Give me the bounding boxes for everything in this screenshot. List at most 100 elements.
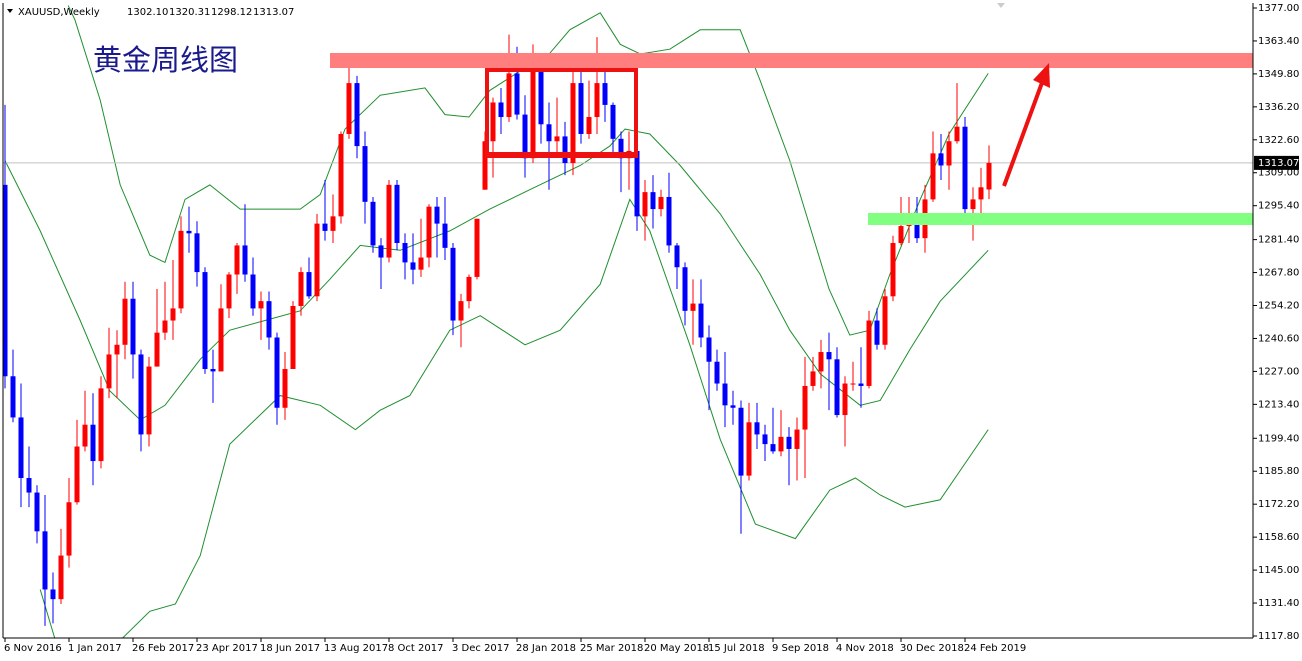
- candle-body: [218, 308, 224, 372]
- candle-body: [938, 153, 944, 166]
- candle-body: [130, 298, 136, 355]
- candle-body: [562, 136, 568, 164]
- candle-body: [258, 301, 264, 309]
- y-tick-label: 1267.80: [1258, 268, 1299, 279]
- x-tick-label: 25 Mar 2018: [580, 643, 643, 654]
- candle-body: [34, 492, 40, 532]
- candle-body: [954, 126, 960, 142]
- header-close: 1313.07: [253, 7, 294, 18]
- candle-body: [882, 296, 888, 345]
- candle-body: [810, 371, 816, 386]
- candle-body: [818, 352, 824, 372]
- x-tick-label: 28 Jan 2018: [516, 643, 576, 654]
- candle-body: [770, 444, 776, 452]
- y-tick-label: 1281.40: [1258, 235, 1299, 246]
- x-tick-label: 20 May 2018: [644, 643, 709, 654]
- candle-body: [458, 301, 464, 321]
- candle-body: [642, 192, 648, 217]
- candle-body: [962, 126, 968, 210]
- candle-body: [146, 366, 152, 435]
- candle-body: [442, 223, 448, 248]
- arrow-shaft: [1002, 79, 1045, 187]
- y-tick-label: 1145.00: [1258, 565, 1299, 576]
- candle-body: [778, 436, 784, 452]
- candle-body: [946, 141, 952, 166]
- candle-body: [354, 83, 360, 147]
- candle-body: [970, 199, 976, 210]
- candle-body: [722, 383, 728, 406]
- candle-body: [298, 272, 304, 306]
- candle-body: [858, 383, 864, 386]
- y-tick-label: 1240.60: [1258, 333, 1299, 344]
- candle-body: [282, 368, 288, 408]
- candle-body: [314, 223, 320, 297]
- candle-body: [402, 243, 408, 263]
- chart-title: 黄金周线图: [93, 43, 238, 77]
- candle-body: [2, 184, 8, 377]
- candle-body: [538, 58, 544, 125]
- candle-body: [338, 133, 344, 217]
- candle-body: [490, 102, 496, 142]
- candle-body: [570, 83, 576, 164]
- candle-body: [58, 555, 64, 600]
- candle-body: [226, 274, 232, 309]
- x-tick-label: 4 Nov 2018: [836, 643, 894, 654]
- candle-body: [762, 434, 768, 445]
- bollinger-lower: [39, 198, 989, 641]
- y-tick-label: 1213.40: [1258, 399, 1299, 410]
- candle-body: [426, 206, 432, 258]
- y-tick-label: 1336.20: [1258, 102, 1299, 113]
- candle-body: [706, 337, 712, 362]
- candle-body: [162, 320, 168, 333]
- candle-body: [10, 376, 16, 418]
- price-tag: [1254, 155, 1299, 170]
- x-tick-label: 6 Nov 2016: [4, 643, 62, 654]
- candle-body: [586, 117, 592, 134]
- candle-body: [834, 359, 840, 416]
- header-open: 1302.10: [127, 7, 168, 18]
- candle-body: [106, 354, 112, 389]
- candle-body: [362, 146, 368, 202]
- candle-body: [266, 301, 272, 338]
- candle-body: [202, 272, 208, 369]
- candle-body: [554, 136, 560, 142]
- candle-body: [506, 73, 512, 118]
- y-tick-label: 1377.00: [1258, 3, 1299, 14]
- candle-body: [978, 187, 984, 200]
- candle-body: [66, 502, 72, 556]
- y-tick-label: 1363.40: [1258, 36, 1299, 47]
- candle-body: [482, 141, 488, 190]
- x-tick-label: 13 Aug 2017: [324, 643, 388, 654]
- arrow-head: [1033, 63, 1050, 88]
- price-tag-label: 1313.07: [1258, 158, 1299, 169]
- candle-body: [170, 308, 176, 321]
- y-tick-label: 1158.60: [1258, 532, 1299, 543]
- candle-body: [546, 124, 552, 142]
- y-tick-label: 1185.80: [1258, 466, 1299, 477]
- y-tick-label: 1227.00: [1258, 366, 1299, 377]
- y-tick-label: 1295.40: [1258, 201, 1299, 212]
- axis-background: [1253, 0, 1302, 661]
- candle-body: [594, 83, 600, 118]
- menu-triangle[interactable]: [7, 9, 13, 13]
- candle-body: [890, 243, 896, 297]
- x-tick-label: 8 Oct 2017: [388, 643, 443, 654]
- y-tick-label: 1349.80: [1258, 69, 1299, 80]
- candle-body: [234, 245, 240, 275]
- x-tick-label: 18 Jun 2017: [260, 643, 320, 654]
- candle-body: [898, 226, 904, 244]
- candle-body: [826, 352, 832, 360]
- candle-body: [410, 262, 416, 270]
- candle-body: [754, 422, 760, 435]
- y-tick-label: 1322.60: [1258, 135, 1299, 146]
- candle-body: [930, 153, 936, 200]
- candle-body: [98, 388, 104, 462]
- candle-body: [866, 320, 872, 386]
- candle-body: [714, 361, 720, 384]
- candle-body: [634, 150, 640, 217]
- candle-body: [194, 233, 200, 273]
- y-tick-label: 1254.20: [1258, 301, 1299, 312]
- candle-body: [986, 162, 992, 190]
